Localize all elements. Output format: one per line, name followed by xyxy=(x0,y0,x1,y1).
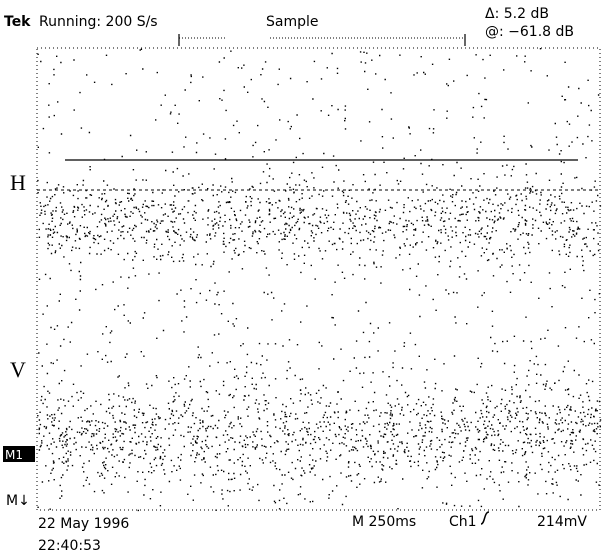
timebase: M 250ms xyxy=(352,514,416,530)
bracket-ends xyxy=(178,34,466,46)
channel: Ch1 xyxy=(449,514,477,530)
marker-m1: M1 xyxy=(5,448,23,462)
trigger-slope xyxy=(480,511,490,525)
marker-m: M↓ xyxy=(6,493,30,509)
marker-v: V xyxy=(10,357,26,382)
m1-box xyxy=(3,446,35,462)
cursor-delta: Δ: 5.2 dB xyxy=(485,6,549,22)
time: 22:40:53 xyxy=(38,538,101,554)
date: 22 May 1996 xyxy=(38,516,129,532)
trigger-level: 214mV xyxy=(537,514,587,530)
cursor-at: @: −61.8 dB xyxy=(485,24,574,40)
acq-mode: Sample xyxy=(266,14,319,30)
marker-h: H xyxy=(10,170,26,195)
brand: Tek xyxy=(4,14,31,30)
status: Running: 200 S/s xyxy=(39,14,158,30)
